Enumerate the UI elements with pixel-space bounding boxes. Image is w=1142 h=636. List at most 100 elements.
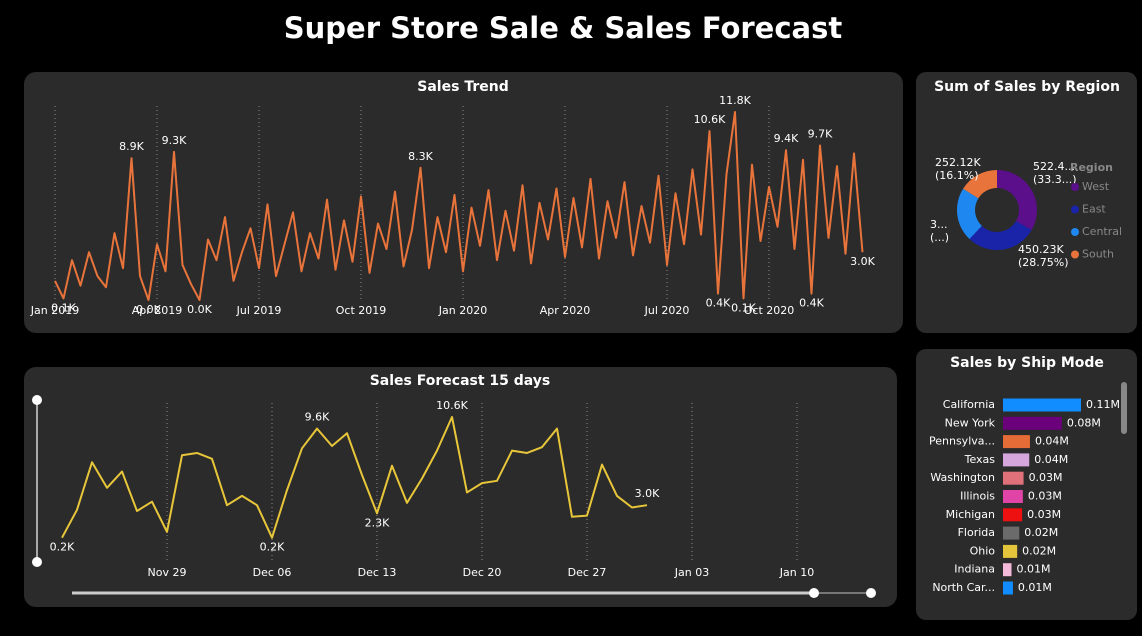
data-label: 0.01M bbox=[1017, 563, 1051, 576]
data-label: (...) bbox=[930, 231, 949, 244]
bar bbox=[1003, 544, 1018, 558]
legend-label: South bbox=[1082, 248, 1114, 261]
data-label: 10.6K bbox=[694, 113, 726, 126]
bar bbox=[1003, 435, 1030, 449]
bar bbox=[1003, 581, 1013, 595]
scrollbar[interactable] bbox=[1121, 382, 1127, 434]
x-tick-label: Nov 29 bbox=[148, 566, 187, 579]
slider-handle[interactable] bbox=[32, 557, 42, 567]
data-label: (16.1%) bbox=[935, 169, 979, 182]
data-label: 522.4... bbox=[1033, 160, 1075, 173]
legend-label: West bbox=[1082, 180, 1110, 193]
data-label: 8.9K bbox=[119, 140, 144, 153]
panel bbox=[24, 367, 897, 607]
x-tick-label: Oct 2019 bbox=[336, 304, 387, 317]
y-tick-label: North Car... bbox=[932, 581, 995, 594]
data-label: 252.12K bbox=[935, 156, 981, 169]
x-tick-label: Jul 2020 bbox=[644, 304, 690, 317]
chart-title: Sales by Ship Mode bbox=[950, 355, 1104, 371]
y-tick-label: California bbox=[943, 398, 995, 411]
y-tick-label: Ohio bbox=[970, 544, 996, 557]
data-label: 9.6K bbox=[305, 411, 330, 424]
donut-slice bbox=[997, 170, 1038, 231]
data-label: 2.3K bbox=[365, 516, 390, 529]
panel bbox=[916, 349, 1137, 620]
legend-label: East bbox=[1082, 203, 1106, 216]
x-tick-label: Dec 20 bbox=[463, 566, 502, 579]
data-label: 3.0K bbox=[850, 255, 875, 268]
data-label: 9.3K bbox=[162, 134, 187, 147]
y-tick-label: New York bbox=[945, 416, 996, 429]
data-label: (33.3...) bbox=[1033, 173, 1077, 186]
legend-marker bbox=[1071, 250, 1079, 259]
data-label: 0.4K bbox=[799, 297, 824, 310]
bar bbox=[1003, 563, 1012, 577]
data-label: (28.75%) bbox=[1018, 256, 1069, 269]
line bbox=[54, 111, 864, 301]
x-tick-label: Dec 13 bbox=[358, 566, 397, 579]
data-label: 9.4K bbox=[774, 132, 799, 145]
x-tick-label: Dec 06 bbox=[253, 566, 292, 579]
legend-marker bbox=[1071, 183, 1079, 191]
data-label: 0.11M bbox=[1086, 398, 1120, 411]
legend-label: Central bbox=[1082, 225, 1122, 238]
slider-handle[interactable] bbox=[32, 395, 42, 405]
x-tick-label: Jan 2020 bbox=[438, 304, 487, 317]
bar bbox=[1003, 490, 1023, 503]
data-label: 9.7K bbox=[808, 127, 833, 140]
line bbox=[61, 416, 648, 539]
x-tick-label: Jan 2019 bbox=[30, 304, 79, 317]
y-tick-label: Michigan bbox=[946, 508, 995, 521]
bar bbox=[1003, 416, 1062, 430]
data-label: 0.04M bbox=[1035, 435, 1069, 448]
data-label: 0.01M bbox=[1018, 581, 1052, 594]
data-label: 0.04M bbox=[1034, 453, 1068, 466]
y-tick-label: Pennsylva... bbox=[929, 435, 995, 448]
data-label: 0.03M bbox=[1029, 471, 1063, 484]
bar bbox=[1003, 453, 1030, 467]
legend-marker bbox=[1071, 228, 1079, 236]
data-label: 0.03M bbox=[1028, 490, 1062, 503]
donut-slice bbox=[957, 188, 982, 239]
x-tick-label: Jan 10 bbox=[779, 566, 814, 579]
bar bbox=[1003, 526, 1020, 540]
data-label: 0.2K bbox=[50, 541, 75, 554]
data-label: 0.0K bbox=[136, 303, 161, 316]
page-title: Super Store Sale & Sales Forecast bbox=[284, 11, 843, 45]
data-label: 0.02M bbox=[1022, 544, 1056, 557]
data-label: 3... bbox=[930, 218, 948, 231]
x-tick-label: Apr 2020 bbox=[540, 304, 591, 317]
data-label: 8.3K bbox=[408, 150, 433, 163]
data-label: 0.08M bbox=[1067, 416, 1101, 429]
x-tick-label: Apr 2019 bbox=[132, 304, 183, 317]
data-label: 11.8K bbox=[719, 94, 751, 107]
legend-title: Region bbox=[1070, 161, 1113, 174]
data-label: 0.0K bbox=[187, 303, 212, 316]
data-label: 0.03M bbox=[1027, 508, 1061, 521]
bar bbox=[1003, 471, 1024, 485]
slider-handle[interactable] bbox=[809, 588, 819, 598]
data-label: 0.4K bbox=[706, 297, 731, 310]
y-tick-label: Washington bbox=[930, 471, 995, 484]
slider-handle[interactable] bbox=[866, 588, 876, 598]
y-tick-label: Florida bbox=[958, 526, 995, 539]
data-label: 0.02M bbox=[1024, 526, 1058, 539]
data-label: 3.0K bbox=[635, 487, 660, 500]
bar bbox=[1003, 508, 1023, 522]
donut-slice bbox=[963, 170, 997, 199]
y-tick-label: Indiana bbox=[954, 563, 995, 576]
data-label: 0.1K bbox=[731, 301, 756, 314]
legend-marker bbox=[1071, 205, 1079, 214]
data-label: 0.1K bbox=[51, 301, 76, 314]
donut-slice bbox=[969, 221, 1032, 250]
x-tick-label: Jul 2019 bbox=[236, 304, 282, 317]
y-tick-label: Illinois bbox=[960, 490, 995, 503]
bar bbox=[1003, 398, 1081, 412]
x-tick-label: Jan 03 bbox=[674, 566, 709, 579]
chart-title: Sum of Sales by Region bbox=[934, 79, 1120, 95]
data-label: 0.2K bbox=[260, 541, 285, 554]
chart-title: Sales Forecast 15 days bbox=[370, 373, 551, 389]
y-tick-label: Texas bbox=[964, 453, 996, 466]
chart-title: Sales Trend bbox=[417, 79, 508, 95]
